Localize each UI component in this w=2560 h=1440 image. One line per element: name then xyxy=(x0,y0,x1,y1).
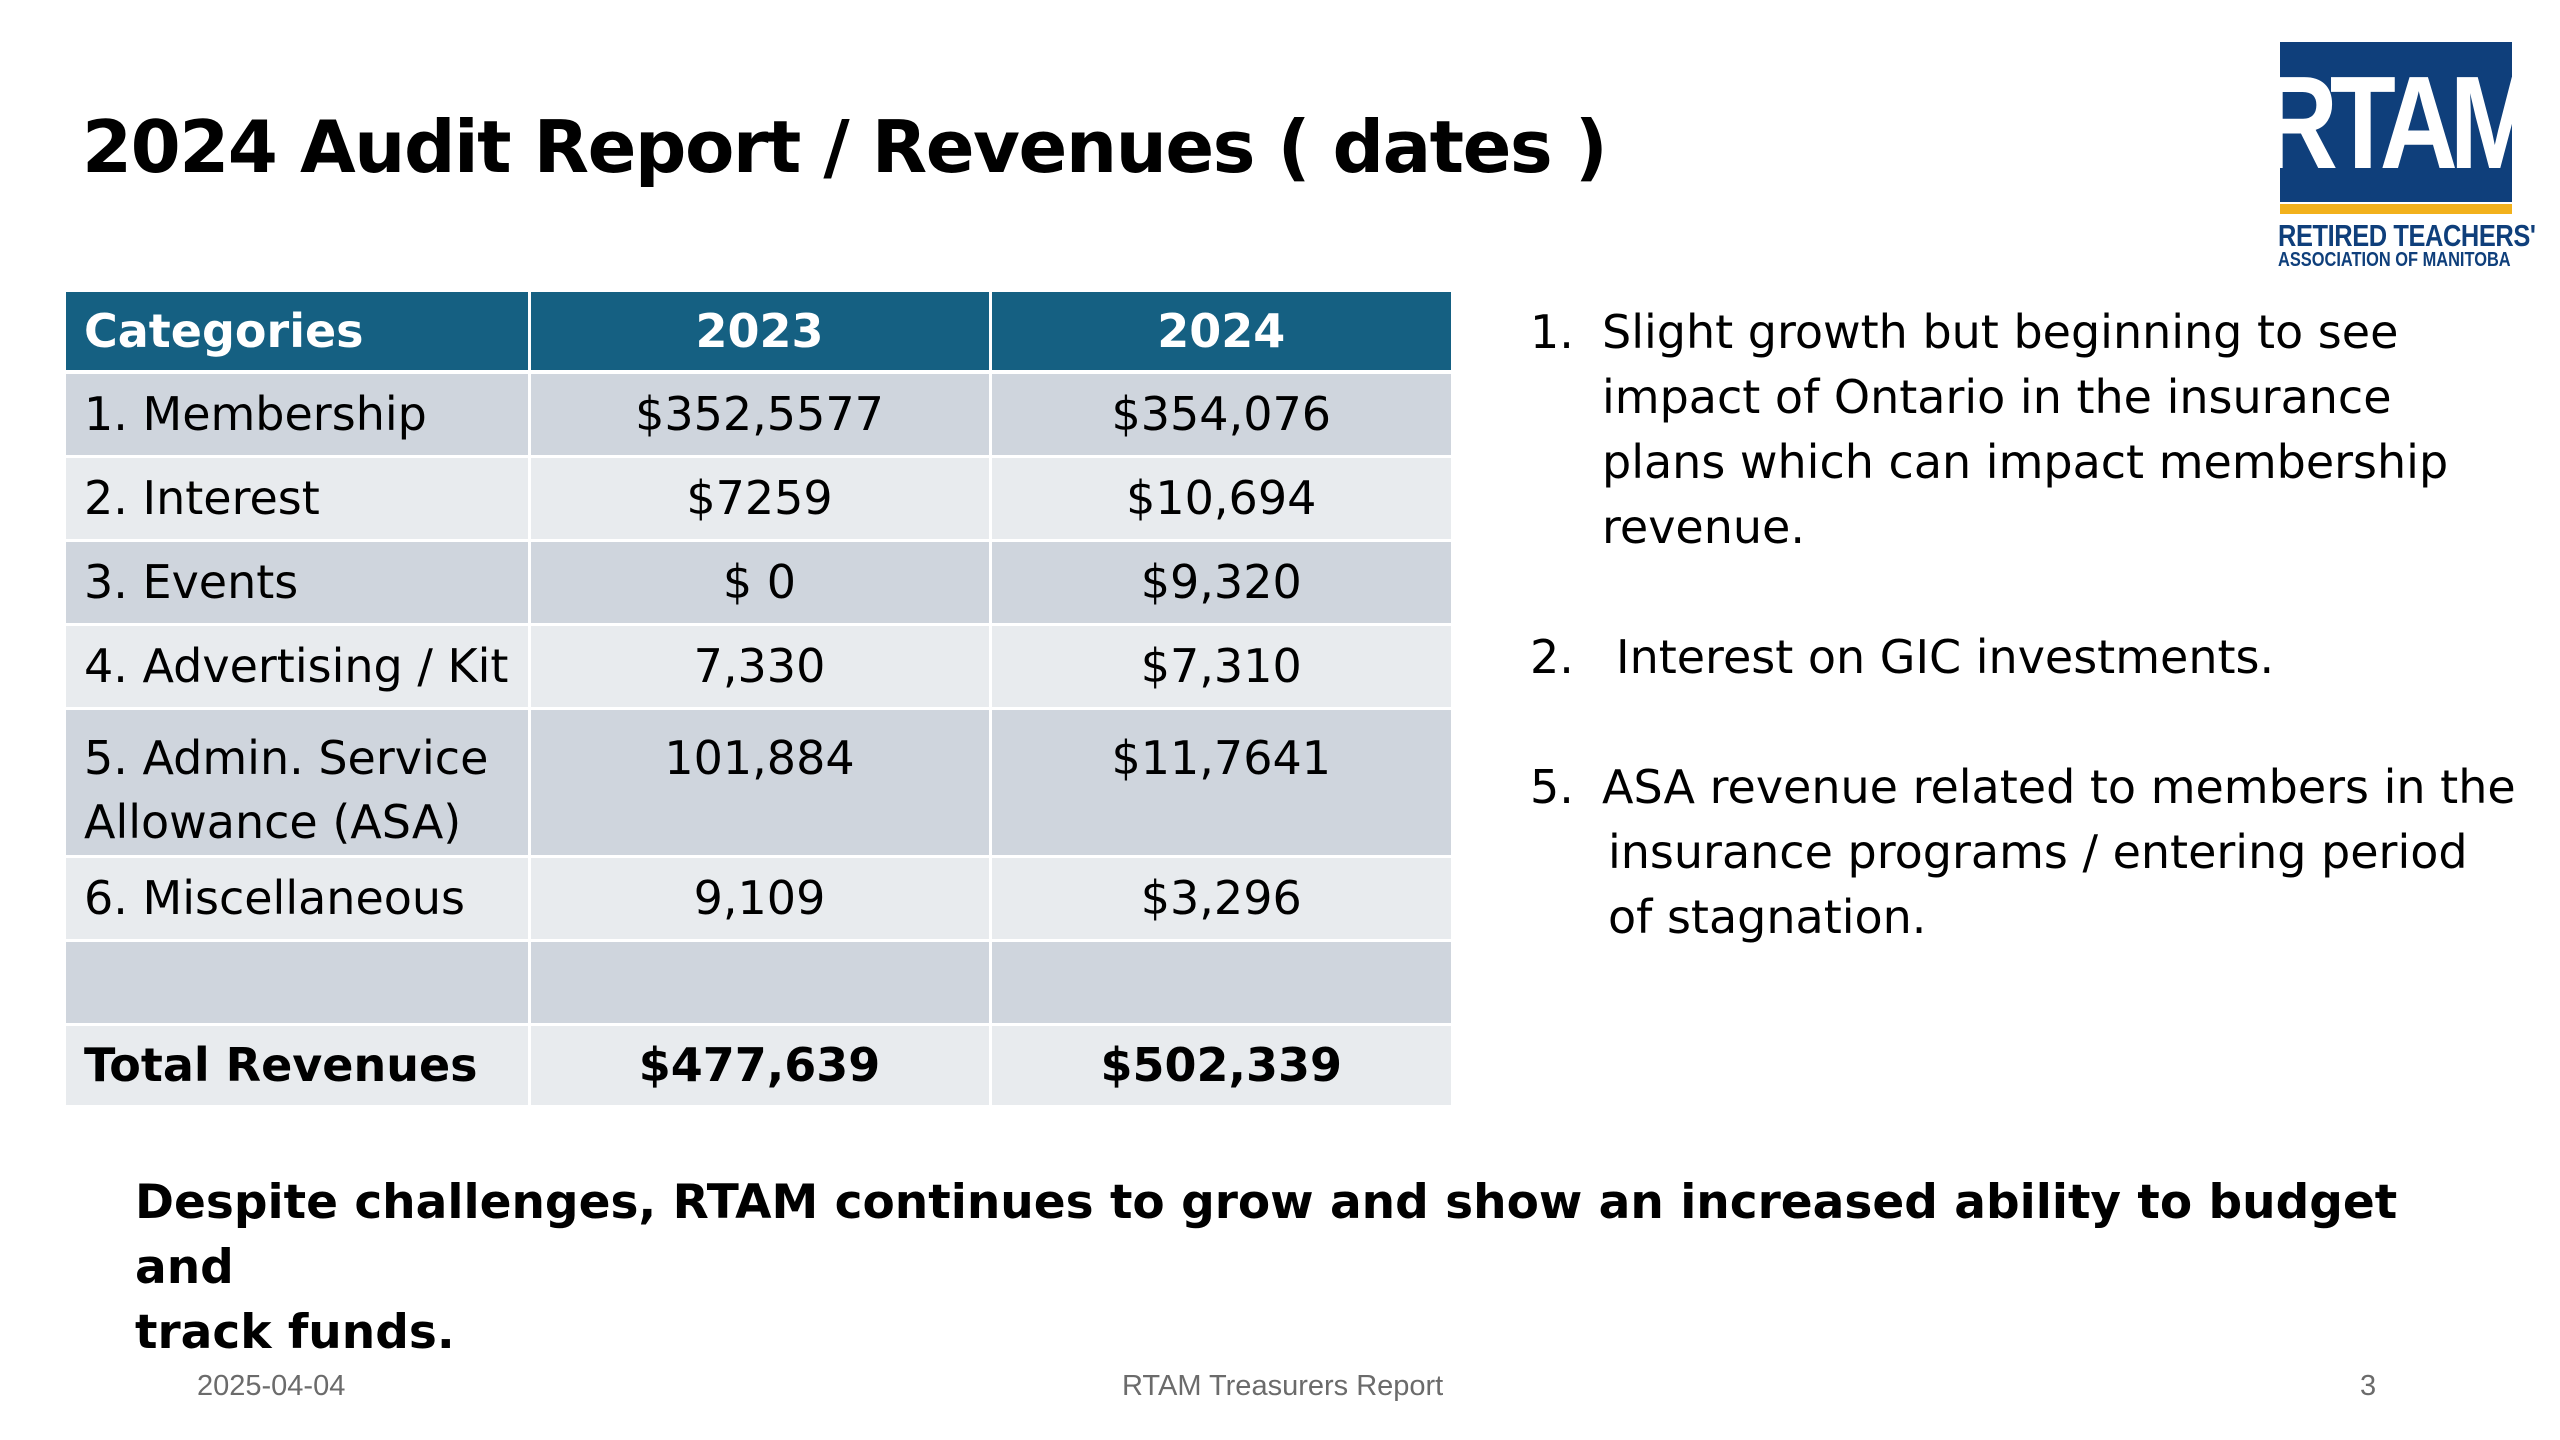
row-value-2024: $7,310 xyxy=(990,624,1451,710)
revenue-table: Categories 2023 2024 1. Membership $352,… xyxy=(66,292,1451,1108)
row-value-2024: $10,694 xyxy=(990,456,1451,542)
conclusion-text: Despite challenges, RTAM continues to gr… xyxy=(135,1170,2435,1365)
table-row: 6. Miscellaneous 9,109 $3,296 xyxy=(66,856,1451,942)
logo-box: RTAM xyxy=(2260,42,2540,202)
row-category: 3. Events xyxy=(66,540,531,626)
row-value-2024: $3,296 xyxy=(990,856,1451,942)
row-value-2023: $7259 xyxy=(529,456,992,542)
header-categories: Categories xyxy=(66,292,531,374)
row-value-2023: 7,330 xyxy=(529,624,992,710)
revenue-notes: 1. Slight growth but beginning to see im… xyxy=(1530,300,2530,950)
row-category-line2: Allowance (ASA) xyxy=(84,794,462,849)
note-line: plans which can impact membership xyxy=(1602,435,2449,489)
row-category: 2. Interest xyxy=(66,456,531,542)
note-line: Interest on GIC investments. xyxy=(1616,630,2275,684)
row-value-2023 xyxy=(529,940,992,1026)
note-number: 2. xyxy=(1530,630,1574,684)
note-item: 5. ASA revenue related to members in the… xyxy=(1530,755,2530,950)
row-category: 5. Admin. Service Allowance (ASA) xyxy=(66,708,531,858)
row-value-2023: 101,884 xyxy=(529,708,992,858)
total-2023: $477,639 xyxy=(529,1024,992,1108)
logo-text-line1: RETIRED TEACHERS' xyxy=(2278,218,2536,253)
total-label: Total Revenues xyxy=(66,1024,531,1108)
row-value-2024: $354,076 xyxy=(990,372,1451,458)
logo-gold-bar xyxy=(2280,204,2512,214)
row-category: 4. Advertising / Kit xyxy=(66,624,531,710)
header-2024: 2024 xyxy=(990,292,1451,374)
conclusion-line2: track funds. xyxy=(135,1305,455,1360)
row-value-2023: $352,5577 xyxy=(529,372,992,458)
note-line: revenue. xyxy=(1602,500,1805,554)
row-category-line1: 5. Admin. Service xyxy=(84,730,489,785)
note-item: 2. Interest on GIC investments. xyxy=(1530,625,2530,690)
footer-page-number: 3 xyxy=(2360,1370,2377,1402)
header-2023: 2023 xyxy=(529,292,992,374)
table-header-row: Categories 2023 2024 xyxy=(66,292,1451,374)
rtam-logo: RTAM RETIRED TEACHERS' ASSOCIATION OF MA… xyxy=(2260,42,2540,274)
table-row: 1. Membership $352,5577 $354,076 xyxy=(66,372,1451,458)
row-category: 1. Membership xyxy=(66,372,531,458)
footer-date: 2025-04-04 xyxy=(197,1370,346,1402)
note-item: 1. Slight growth but beginning to see im… xyxy=(1530,300,2530,560)
total-2024: $502,339 xyxy=(990,1024,1451,1108)
note-line: Slight growth but beginning to see xyxy=(1602,305,2399,359)
logo-letters: RTAM xyxy=(2260,49,2540,196)
table-row: 5. Admin. Service Allowance (ASA) 101,88… xyxy=(66,708,1451,858)
row-value-2024: $11,7641 xyxy=(990,708,1451,858)
table-row: 2. Interest $7259 $10,694 xyxy=(66,456,1451,542)
row-value-2024 xyxy=(990,940,1451,1026)
table-row-empty xyxy=(66,940,1451,1026)
table-total-row: Total Revenues $477,639 $502,339 xyxy=(66,1024,1451,1108)
logo-text-line2: ASSOCIATION OF MANITOBA xyxy=(2278,249,2511,271)
conclusion-line1: Despite challenges, RTAM continues to gr… xyxy=(135,1175,2398,1295)
note-line: insurance programs / entering period xyxy=(1608,825,2468,879)
row-category xyxy=(66,940,531,1026)
row-value-2023: $ 0 xyxy=(529,540,992,626)
note-line: impact of Ontario in the insurance xyxy=(1602,370,2392,424)
footer-title: RTAM Treasurers Report xyxy=(1122,1370,1444,1402)
table-row: 3. Events $ 0 $9,320 xyxy=(66,540,1451,626)
note-number: 1. xyxy=(1530,305,1574,359)
table-row: 4. Advertising / Kit 7,330 $7,310 xyxy=(66,624,1451,710)
note-line: ASA revenue related to members in the xyxy=(1602,760,2516,814)
note-line: of stagnation. xyxy=(1608,890,1927,944)
row-value-2023: 9,109 xyxy=(529,856,992,942)
row-category: 6. Miscellaneous xyxy=(66,856,531,942)
note-number: 5. xyxy=(1530,760,1574,814)
slide-title: 2024 Audit Report / Revenues ( dates ) xyxy=(82,105,1608,189)
row-value-2024: $9,320 xyxy=(990,540,1451,626)
